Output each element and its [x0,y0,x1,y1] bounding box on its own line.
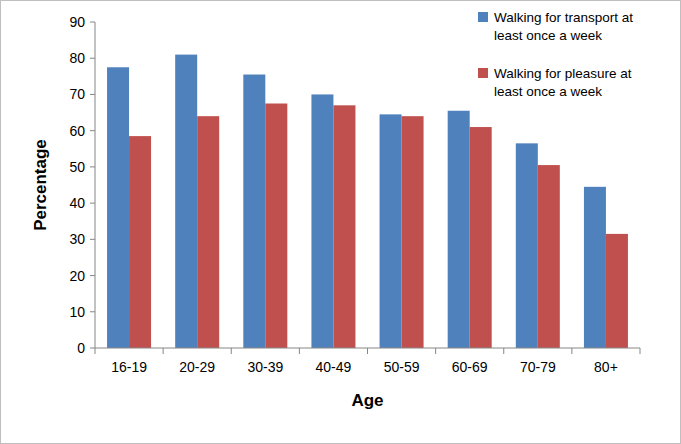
axes: 0 10 20 30 40 50 60 70 80 90 16-19 20-29 30-39 40-49 5… [69,14,640,375]
y-tick [90,348,95,349]
y-tick [90,275,95,276]
bar [470,127,492,348]
x-tick [435,348,436,354]
bar [516,143,538,348]
bar [265,104,287,349]
legend-line: Walking for transport at [494,10,633,25]
y-tick [90,130,95,131]
legend-swatch [478,68,488,78]
y-tick [90,203,95,204]
legend-label: Walking for transport at least once a wee… [494,10,633,43]
x-tick [299,348,300,354]
legend-label: Walking for pleasure at least once a week [494,66,632,99]
legend: Walking for transport at least once a wee… [478,10,633,99]
legend-swatch [478,12,488,22]
x-tick [640,348,641,354]
y-tick [90,239,95,240]
x-tick-label: 20-29 [179,359,215,375]
x-tick-label: 80+ [594,359,618,375]
y-tick-label: 60 [69,123,85,139]
x-axis-title: Age [351,391,383,410]
bar [584,187,606,348]
bar [538,165,560,348]
legend-line: Walking for pleasure at [494,66,632,81]
y-axis-title: Percentage [31,139,50,231]
bar [243,75,265,348]
chart-frame [1,1,681,444]
x-tick-label: 16-19 [111,359,147,375]
x-tick-label: 40-49 [316,359,352,375]
y-tick-label: 70 [69,86,85,102]
bar [311,94,333,348]
bar [197,116,219,348]
y-tick-label: 0 [77,340,85,356]
chart-container: 0 10 20 30 40 50 60 70 80 90 16-19 20-29 30-39 40-49 5… [0,0,681,444]
y-tick-label: 80 [69,50,85,66]
bar [129,136,151,348]
x-tick-label: 60-69 [452,359,488,375]
y-tick-label: 10 [69,304,85,320]
y-tick-label: 40 [69,195,85,211]
y-axis-line [95,22,96,348]
x-tick [503,348,504,354]
x-tick [231,348,232,354]
y-tick [90,58,95,59]
y-tick [90,166,95,167]
x-tick-label: 30-39 [247,359,283,375]
bar [333,105,355,348]
legend-line: least once a week [494,84,602,99]
y-tick-label: 30 [69,231,85,247]
x-tick [163,348,164,354]
y-tick [90,311,95,312]
bar [175,55,197,348]
x-tick [571,348,572,354]
bar [448,111,470,348]
x-tick [95,348,96,354]
bar [380,114,402,348]
y-tick [90,22,95,23]
legend-line: least once a week [494,28,602,43]
x-tick [367,348,368,354]
x-tick-label: 70-79 [520,359,556,375]
y-tick [90,94,95,95]
y-tick-label: 90 [69,14,85,30]
bars [107,55,628,348]
bar [606,234,628,348]
bar [107,67,129,348]
y-tick-label: 20 [69,268,85,284]
bar [402,116,424,348]
chart-svg: 0 10 20 30 40 50 60 70 80 90 16-19 20-29 30-39 40-49 5… [0,0,681,444]
x-tick-label: 50-59 [384,359,420,375]
y-tick-label: 50 [69,159,85,175]
